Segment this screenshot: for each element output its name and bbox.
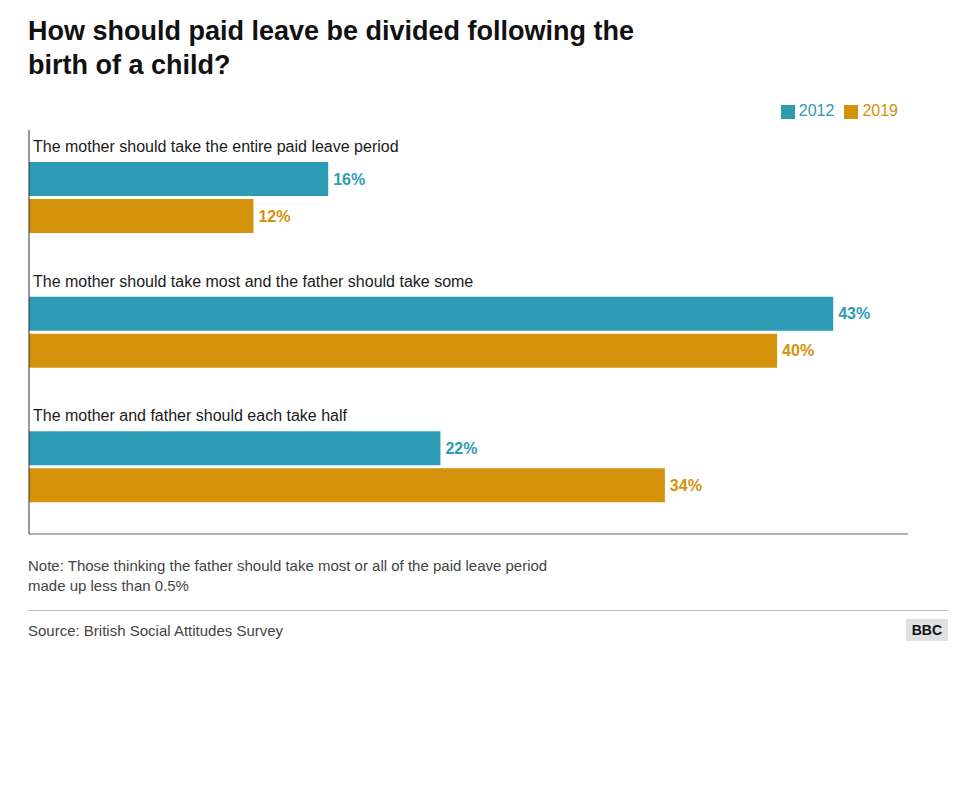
- svg-text:The mother should take the ent: The mother should take the entire paid l…: [33, 138, 399, 155]
- svg-text:43%: 43%: [838, 305, 870, 322]
- svg-text:16%: 16%: [333, 171, 365, 188]
- html-text:2012: 2012: [798, 102, 835, 119]
- svg-text:40%: 40%: [782, 342, 814, 359]
- svg-text:34%: 34%: [670, 477, 702, 494]
- html-text:How should paid leave be divid: How should paid leave be divided followi…: [28, 16, 635, 46]
- html-text:birth of a child?: birth of a child?: [28, 50, 231, 80]
- html-text:Source: British Social Attitud: Source: British Social Attitudes Survey: [28, 621, 284, 639]
- svg-text:The mother should take most an: The mother should take most and the fath…: [33, 273, 473, 290]
- svg-text:The mother and father should e: The mother and father should each take h…: [33, 407, 348, 424]
- svg-text:22%: 22%: [445, 440, 477, 457]
- html-text:made up less than 0.5%: made up less than 0.5%: [28, 577, 189, 594]
- html-text:Note: Those thinking the fathe: Note: Those thinking the father should t…: [28, 557, 548, 574]
- html-text:BBC: BBC: [911, 622, 942, 638]
- html-text:2019: 2019: [862, 102, 898, 119]
- svg-text:12%: 12%: [258, 208, 290, 225]
